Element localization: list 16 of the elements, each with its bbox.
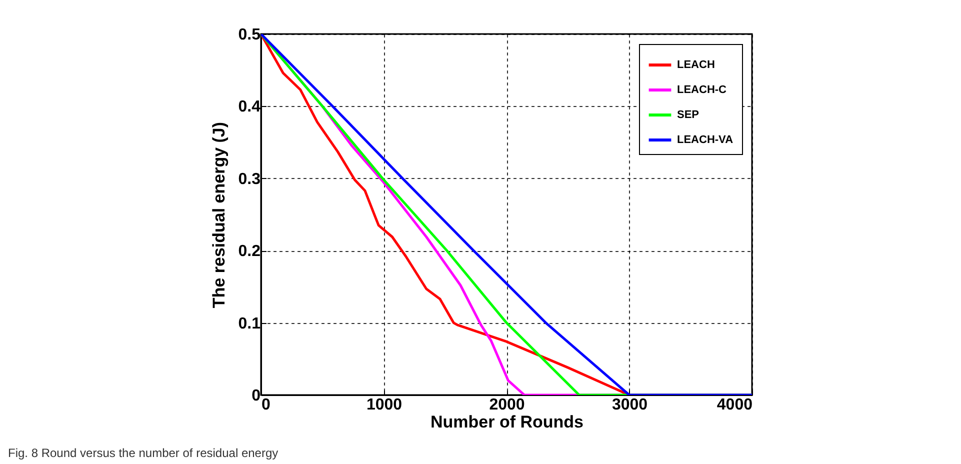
legend-label: SEP [677,109,700,121]
legend-label: LEACH [677,59,715,71]
y-axis-title: The residual energy (J) [209,122,228,308]
y-tick-label: 0.1 [238,315,261,332]
x-tick-label: 2000 [489,396,525,414]
y-tick-label: 0.5 [238,26,261,44]
x-tick-label: 1000 [366,396,402,414]
caption: Fig. 8 Round versus the number of residual energy [8,446,278,460]
x-axis-title: Number of Rounds [430,412,584,432]
legend-label: LEACH-VA [677,134,734,146]
x-tick-label: 4000 [716,396,753,414]
x-tick-label: 3000 [612,396,648,414]
y-tick-label: 0.2 [238,243,261,260]
y-tick-label: 0.4 [238,98,261,116]
legend-label: LEACH-C [677,84,727,96]
y-tick-label: 0.3 [238,170,261,188]
